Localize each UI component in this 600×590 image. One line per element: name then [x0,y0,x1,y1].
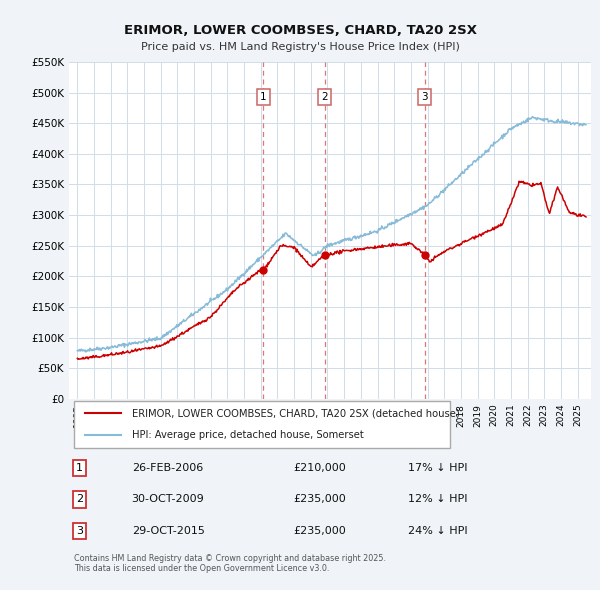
Text: ERIMOR, LOWER COOMBSES, CHARD, TA20 2SX (detached house): ERIMOR, LOWER COOMBSES, CHARD, TA20 2SX … [131,408,460,418]
Text: £210,000: £210,000 [293,463,346,473]
Text: 2: 2 [76,494,83,504]
Text: 29-OCT-2015: 29-OCT-2015 [131,526,205,536]
Text: £235,000: £235,000 [293,494,346,504]
Text: Price paid vs. HM Land Registry's House Price Index (HPI): Price paid vs. HM Land Registry's House … [140,42,460,51]
FancyBboxPatch shape [74,401,450,448]
Text: 2: 2 [322,92,328,102]
Text: 30-OCT-2009: 30-OCT-2009 [131,494,205,504]
Text: 1: 1 [260,92,266,102]
Text: 3: 3 [76,526,83,536]
Text: 3: 3 [421,92,428,102]
Text: 1: 1 [76,463,83,473]
Text: 12% ↓ HPI: 12% ↓ HPI [409,494,468,504]
Text: HPI: Average price, detached house, Somerset: HPI: Average price, detached house, Some… [131,430,364,440]
Text: 17% ↓ HPI: 17% ↓ HPI [409,463,468,473]
Text: 24% ↓ HPI: 24% ↓ HPI [409,526,468,536]
Text: Contains HM Land Registry data © Crown copyright and database right 2025.
This d: Contains HM Land Registry data © Crown c… [74,554,386,573]
Text: 26-FEB-2006: 26-FEB-2006 [131,463,203,473]
Text: £235,000: £235,000 [293,526,346,536]
Text: ERIMOR, LOWER COOMBSES, CHARD, TA20 2SX: ERIMOR, LOWER COOMBSES, CHARD, TA20 2SX [124,24,476,37]
